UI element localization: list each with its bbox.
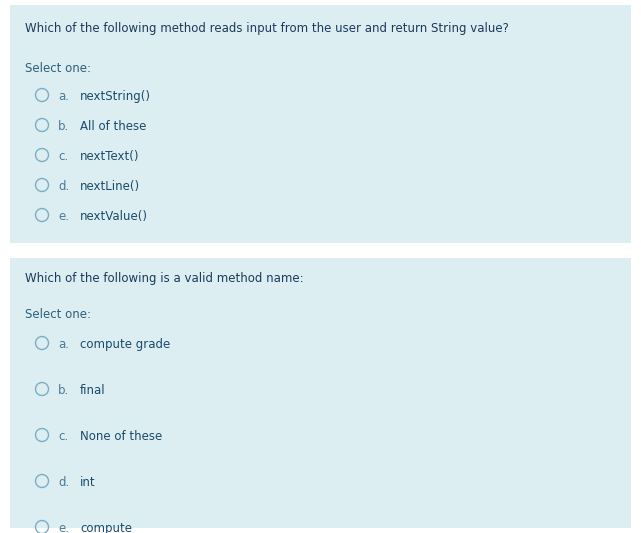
Text: nextText(): nextText(): [80, 150, 140, 163]
Text: b.: b.: [58, 120, 69, 133]
Text: d.: d.: [58, 180, 69, 193]
Text: a.: a.: [58, 338, 69, 351]
Text: None of these: None of these: [80, 430, 162, 443]
Text: b.: b.: [58, 384, 69, 397]
Text: Which of the following is a valid method name:: Which of the following is a valid method…: [25, 272, 304, 285]
Text: compute: compute: [80, 522, 132, 533]
Text: d.: d.: [58, 476, 69, 489]
FancyBboxPatch shape: [10, 5, 631, 243]
Text: e.: e.: [58, 522, 69, 533]
Text: Select one:: Select one:: [25, 308, 91, 321]
Text: nextString(): nextString(): [80, 90, 151, 103]
Text: a.: a.: [58, 90, 69, 103]
Text: nextValue(): nextValue(): [80, 210, 148, 223]
Text: All of these: All of these: [80, 120, 146, 133]
Text: Which of the following method reads input from the user and return String value?: Which of the following method reads inpu…: [25, 22, 509, 35]
FancyBboxPatch shape: [10, 258, 631, 528]
Text: c.: c.: [58, 150, 68, 163]
Text: Select one:: Select one:: [25, 62, 91, 75]
Text: final: final: [80, 384, 106, 397]
Text: compute grade: compute grade: [80, 338, 171, 351]
Text: int: int: [80, 476, 96, 489]
Text: c.: c.: [58, 430, 68, 443]
Text: e.: e.: [58, 210, 69, 223]
Text: nextLine(): nextLine(): [80, 180, 140, 193]
